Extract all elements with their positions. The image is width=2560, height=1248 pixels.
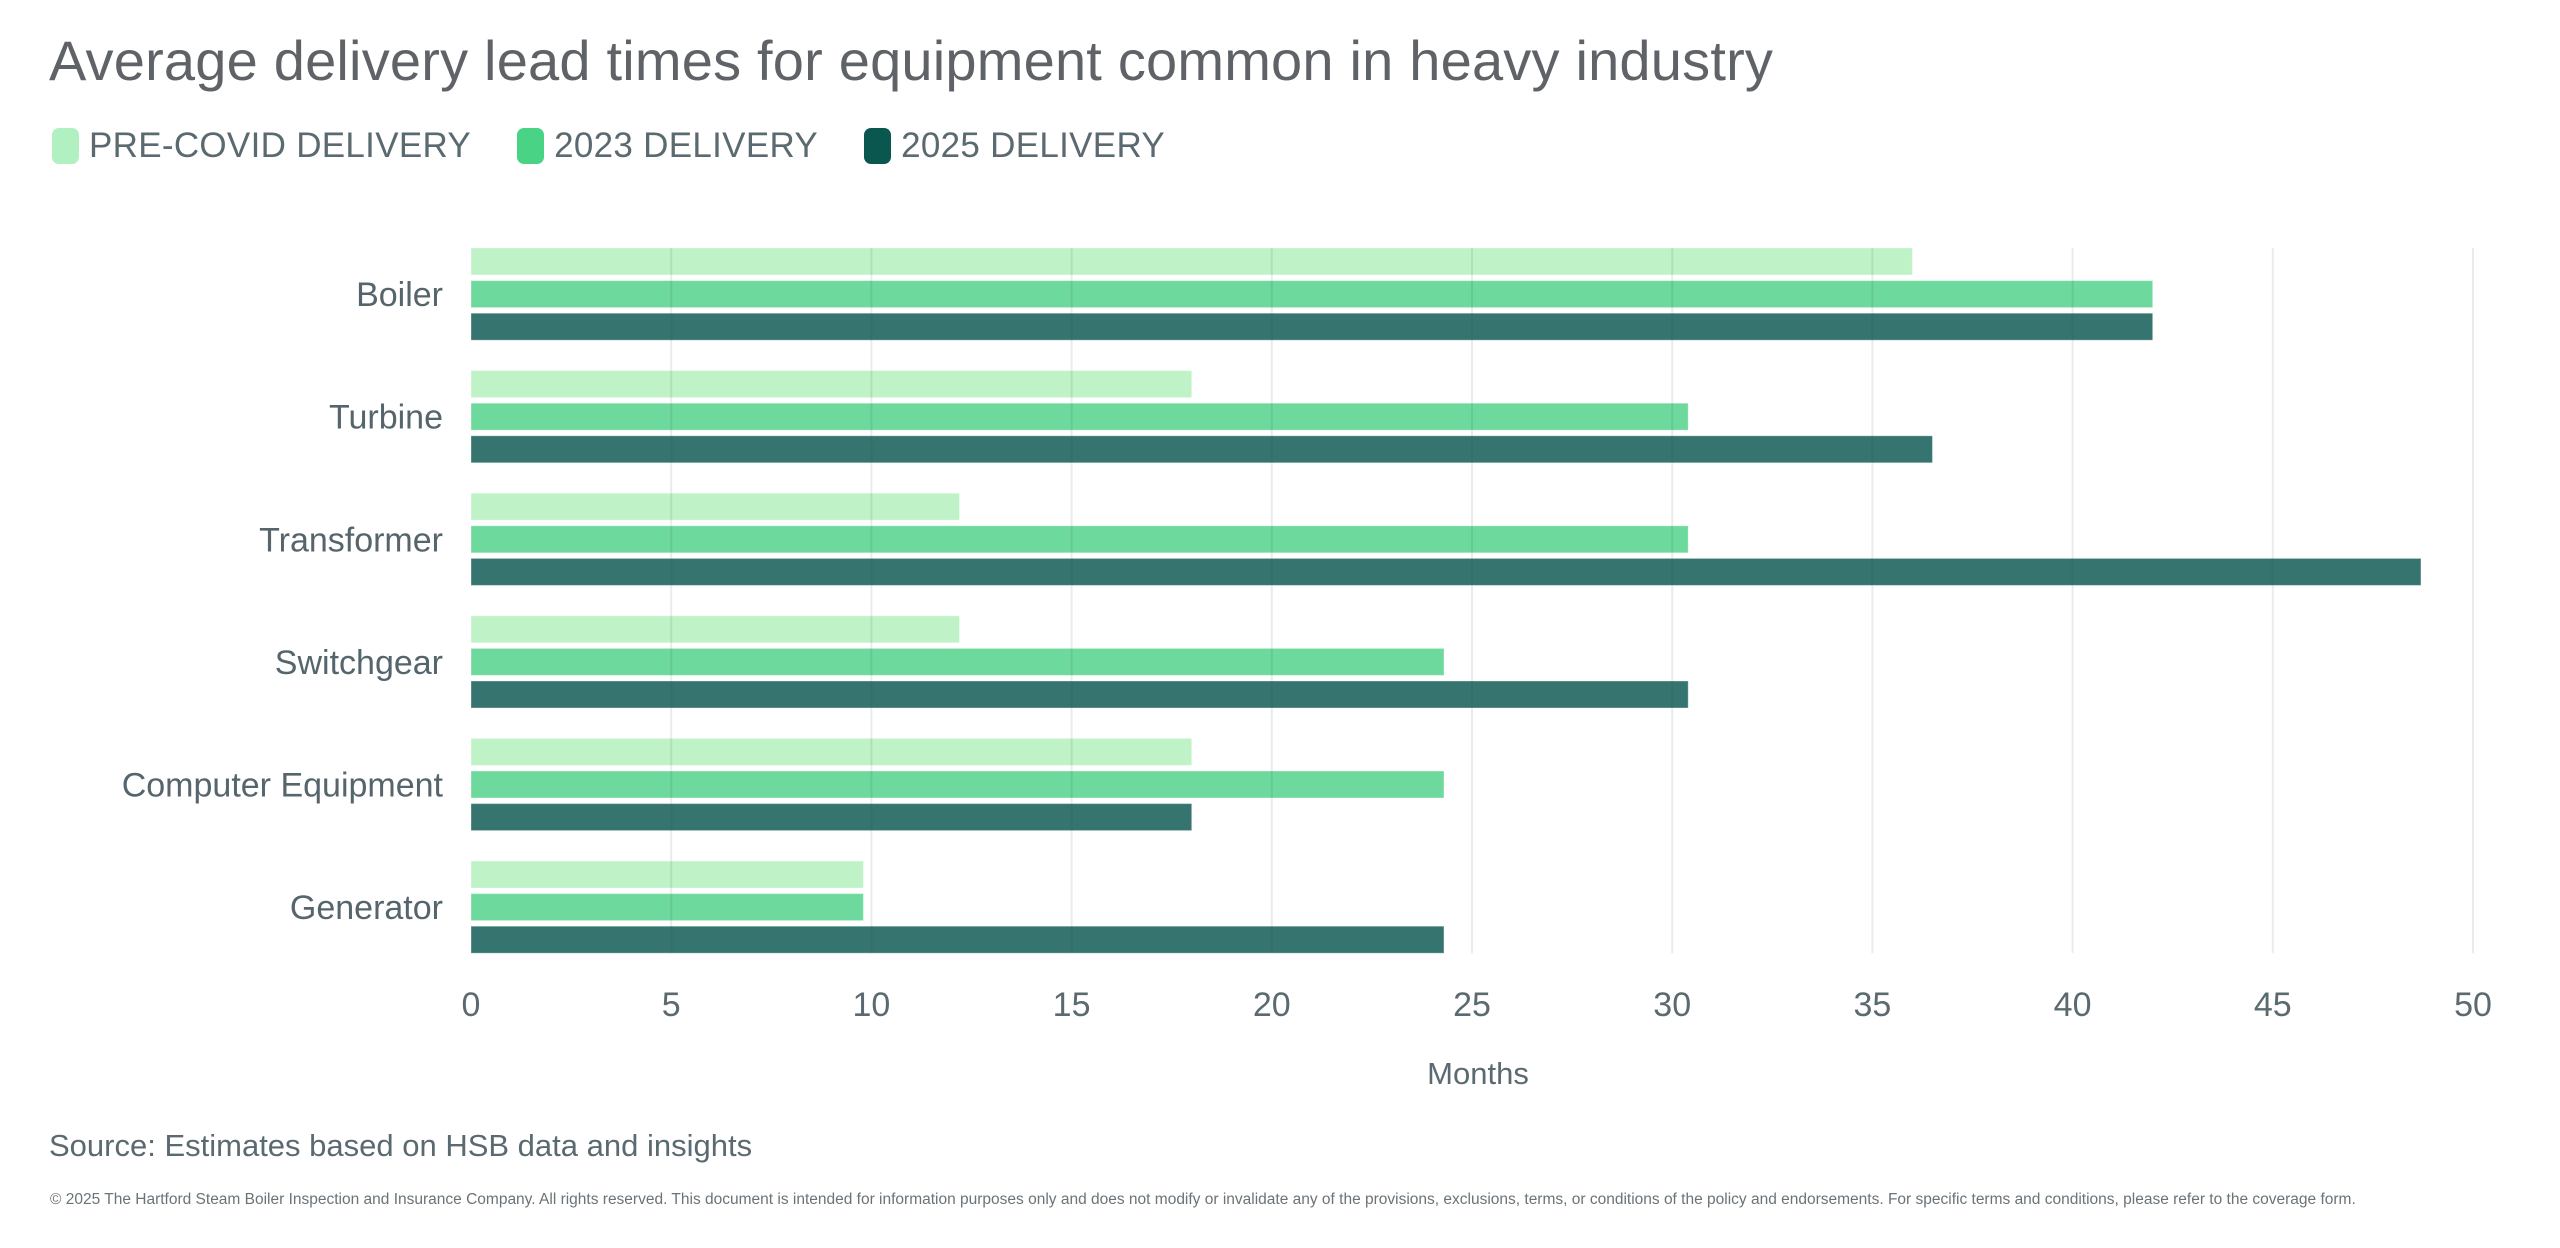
bar[interactable] <box>470 893 864 922</box>
bar[interactable] <box>470 312 2154 341</box>
category-label: Boiler <box>356 276 443 314</box>
x-tick-label: 25 <box>1453 986 1491 1024</box>
category-label: Transformer <box>259 521 443 559</box>
bar[interactable] <box>470 925 1445 954</box>
legend-swatch-2025 <box>864 128 892 164</box>
bar[interactable] <box>470 615 960 644</box>
bars-layer <box>470 247 2422 954</box>
bar[interactable] <box>470 370 1193 399</box>
bar[interactable] <box>470 860 864 889</box>
gridlines-layer <box>670 248 2474 954</box>
legend-item-pre-covid[interactable]: PRE-COVID DELIVERY <box>52 126 471 166</box>
legend-item-2023[interactable]: 2023 DELIVERY <box>517 126 818 166</box>
bar[interactable] <box>470 280 2154 309</box>
category-label: Computer Equipment <box>122 767 444 805</box>
bar[interactable] <box>470 435 1933 464</box>
bar[interactable] <box>470 770 1445 799</box>
x-tick-label: 5 <box>662 986 681 1024</box>
x-tick-label: 45 <box>2254 986 2292 1024</box>
legend-label: PRE-COVID DELIVERY <box>89 126 472 165</box>
bar[interactable] <box>470 492 960 521</box>
x-axis-title: Months <box>1427 1056 1529 1091</box>
chart-title: Average delivery lead times for equipmen… <box>49 29 1774 92</box>
category-label: Switchgear <box>275 644 443 682</box>
legend-label: 2023 DELIVERY <box>554 126 819 165</box>
x-tick-label: 15 <box>1053 986 1091 1024</box>
copyright-notice: © 2025 The Hartford Steam Boiler Inspect… <box>50 1191 2356 1208</box>
bar[interactable] <box>470 680 1689 709</box>
bar[interactable] <box>470 737 1193 766</box>
x-tick-label: 0 <box>462 986 481 1024</box>
category-labels: Boiler Turbine Transformer Switchgear Comput… <box>122 276 444 927</box>
x-tick-label: 50 <box>2454 986 2492 1024</box>
source-note: Source: Estimates based on HSB data and … <box>49 1128 753 1163</box>
category-label: Generator <box>290 889 443 927</box>
x-tick-label: 40 <box>2054 986 2092 1024</box>
category-label: Turbine <box>329 399 443 437</box>
bar[interactable] <box>470 647 1445 676</box>
legend: PRE-COVID DELIVERY 2023 DELIVERY 2025 DE… <box>52 124 1211 168</box>
x-tick-label: 10 <box>852 986 890 1024</box>
legend-swatch-pre-covid <box>52 128 79 164</box>
legend-label: 2025 DELIVERY <box>901 126 1166 165</box>
x-tick-labels: 0 5 10 15 20 25 30 35 40 45 50 <box>462 986 2492 1024</box>
x-tick-label: 30 <box>1653 986 1691 1024</box>
x-tick-label: 35 <box>1853 986 1891 1024</box>
bar[interactable] <box>470 557 2422 586</box>
legend-swatch-2023 <box>517 128 545 164</box>
bar[interactable] <box>470 525 1689 554</box>
bar[interactable] <box>470 803 1193 832</box>
legend-item-2025[interactable]: 2025 DELIVERY <box>864 126 1165 166</box>
x-tick-label: 20 <box>1253 986 1291 1024</box>
bar[interactable] <box>470 402 1689 431</box>
bar[interactable] <box>470 247 1913 276</box>
